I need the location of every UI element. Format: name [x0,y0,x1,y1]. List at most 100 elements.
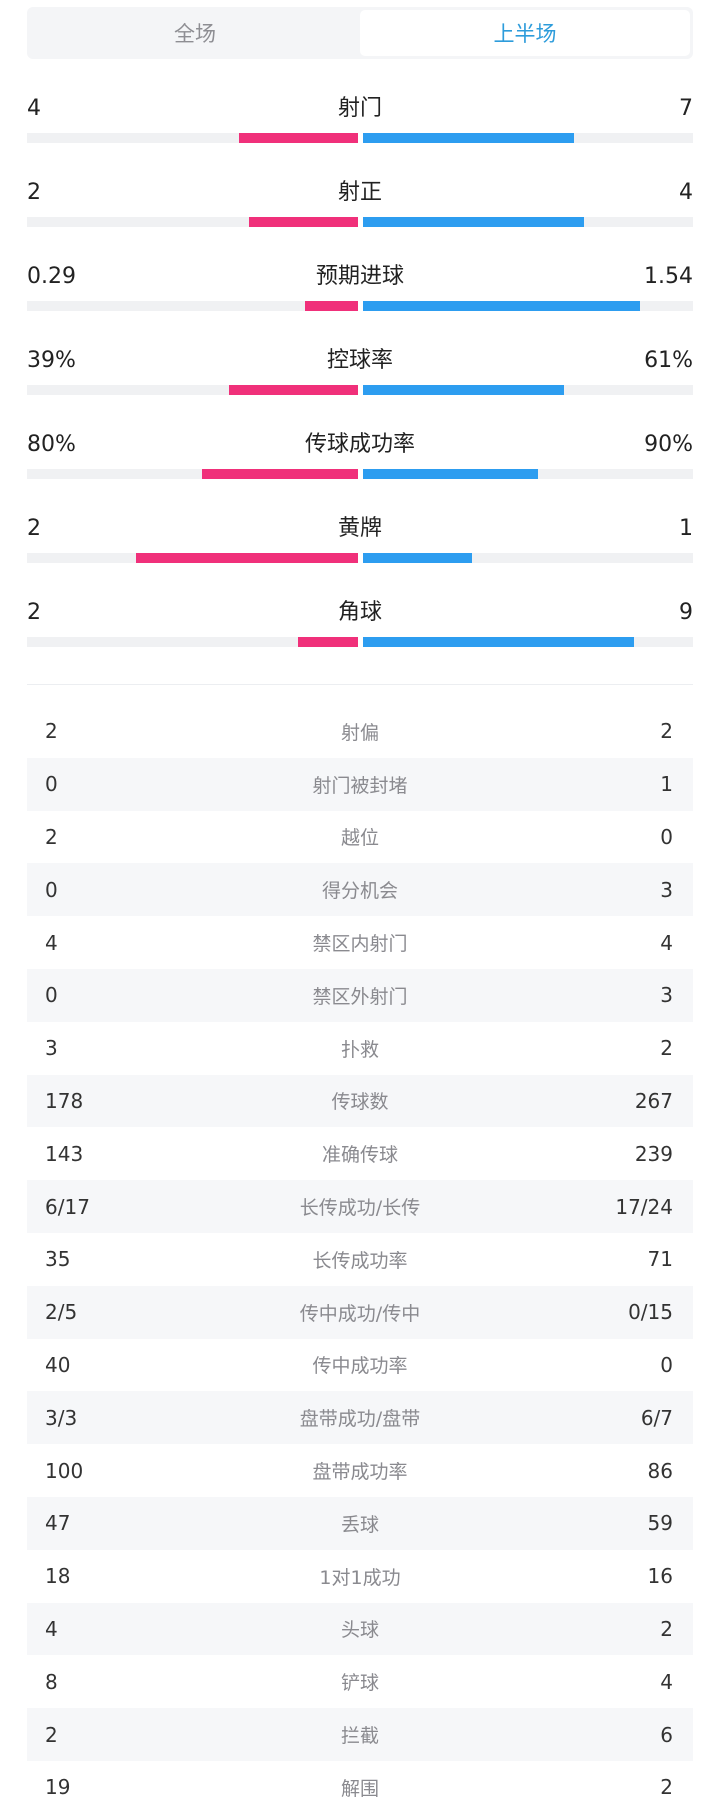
stat-label: 丢球 [340,1513,379,1536]
stats-table: 2 射偏 2 0 射门被封堵 1 2 越位 0 0 得分机会 3 4 禁区内射门 4 0 禁区外射门 3 3 扑救 2 1… [27,705,693,1814]
table-row: 18 1对1成功 16 [27,1550,693,1603]
stat-label: 黄牌 [337,516,382,541]
stat-label: 解围 [340,1777,379,1800]
home-value: 4 [27,96,41,121]
stat-label: 传球成功率 [304,432,415,457]
home-value: 39% [27,348,76,373]
home-value: 18 [45,1564,71,1589]
stat-label: 预期进球 [315,264,404,289]
stat-label: 准确传球 [321,1144,398,1167]
away-value: 71 [647,1247,673,1272]
away-value: 3 [660,877,673,902]
away-value: 61% [644,348,693,373]
home-bar [228,385,358,395]
away-value: 90% [644,432,693,457]
home-bar [305,301,358,311]
table-row: 8 铲球 4 [27,1655,693,1708]
table-row: 6/17 长传成功/长传 17/24 [27,1180,693,1233]
away-value: 3 [660,983,673,1008]
away-value: 59 [647,1511,673,1536]
away-value: 2 [660,1036,673,1061]
stat-label: 扑救 [340,1038,379,1061]
home-bar-track [27,385,358,395]
table-row: 2 越位 0 [27,811,693,864]
home-value: 2/5 [45,1300,78,1325]
stat-label: 传中成功率 [312,1355,408,1378]
home-value: 2 [45,824,58,849]
away-bar-track [363,553,693,563]
away-bar-track [363,217,693,227]
table-row: 0 得分机会 3 [27,863,693,917]
away-value: 1.54 [644,264,693,289]
away-value: 7 [679,96,693,121]
tab-first-half[interactable]: 上半场 [360,10,690,56]
table-row: 3 扑救 2 [27,1022,693,1075]
away-value: 0 [660,1352,673,1377]
table-row: 178 传球数 267 [27,1074,693,1128]
home-bar [202,469,358,479]
home-value: 3/3 [45,1405,78,1430]
away-bar-track [363,469,693,479]
away-value: 2 [660,1775,673,1800]
away-value: 4 [660,930,673,955]
away-value: 0 [660,824,673,849]
away-value: 16 [647,1564,673,1589]
home-bar [136,553,358,563]
stat-label: 盘带成功率 [312,1461,408,1484]
home-value: 4 [45,1616,58,1641]
stat-label: 射门被封堵 [312,774,408,797]
table-row: 2 拦截 6 [27,1708,693,1761]
section-divider [27,684,693,685]
stat-label: 长传成功/长传 [299,1197,421,1220]
stat-label: 1对1成功 [319,1566,401,1589]
home-bar-track [27,217,358,227]
home-bar-track [27,637,358,647]
away-value: 0/15 [628,1300,673,1325]
away-bar [363,217,585,227]
away-value: 4 [660,1669,673,1694]
stat-label: 头球 [340,1619,379,1642]
home-value: 40 [45,1352,71,1377]
home-value: 4 [45,930,58,955]
stat-label: 禁区内射门 [312,933,408,956]
table-row: 40 传中成功率 0 [27,1339,693,1392]
home-value: 2 [27,516,41,541]
stat-label: 角球 [337,600,382,625]
home-bar-track [27,133,358,143]
home-bar-track [27,301,358,311]
away-bar [363,301,641,311]
bar-stat-row: 4 射门 7 [27,94,693,154]
bar-stat-row: 39% 控球率 61% [27,346,693,406]
home-value: 100 [45,1458,84,1483]
away-value: 2 [660,1616,673,1641]
table-row: 2 射偏 2 [27,705,693,758]
table-row: 0 射门被封堵 1 [27,757,693,811]
period-tabs: 全场 上半场 [27,7,693,59]
table-row: 19 解围 2 [27,1761,693,1814]
table-row: 143 准确传球 239 [27,1127,693,1180]
stat-label: 长传成功率 [312,1249,408,1272]
table-row: 100 盘带成功率 86 [27,1444,693,1497]
away-value: 2 [660,719,673,744]
away-value: 9 [679,600,693,625]
home-value: 6/17 [45,1194,90,1219]
home-value: 0.29 [27,264,76,289]
bar-stat-row: 2 黄牌 1 [27,514,693,574]
table-row: 35 长传成功率 71 [27,1233,693,1286]
home-value: 2 [27,600,41,625]
stat-label: 传球数 [331,1091,389,1114]
away-value: 267 [634,1088,673,1113]
home-value: 8 [45,1669,58,1694]
away-bar [363,553,472,563]
home-bar-track [27,469,358,479]
home-bar [238,133,358,143]
stat-label: 越位 [340,827,379,850]
away-value: 1 [660,772,673,797]
home-value: 35 [45,1247,71,1272]
home-value: 0 [45,877,58,902]
stat-label: 盘带成功/盘带 [299,1408,421,1431]
away-bar [363,133,575,143]
home-value: 2 [27,180,41,205]
tab-full-match[interactable]: 全场 [174,22,216,46]
away-bar [363,637,634,647]
